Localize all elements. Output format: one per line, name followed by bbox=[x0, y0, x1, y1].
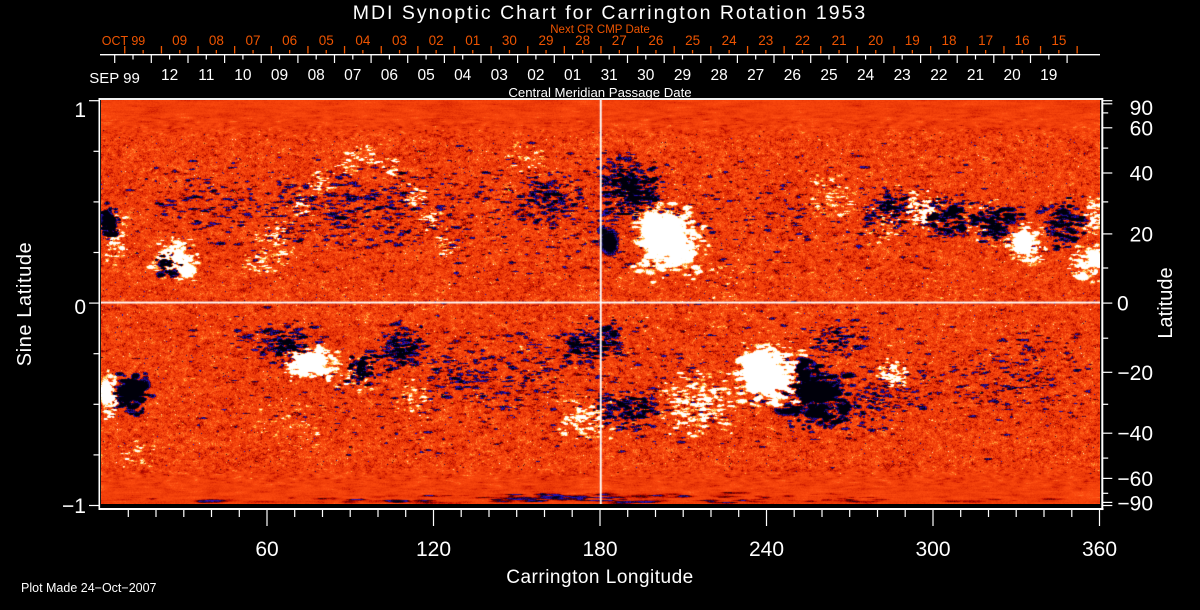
svg-text:0: 0 bbox=[1117, 293, 1129, 316]
svg-text:02: 02 bbox=[429, 33, 444, 48]
svg-text:0: 0 bbox=[74, 296, 86, 319]
svg-text:24: 24 bbox=[722, 33, 738, 48]
svg-text:04: 04 bbox=[454, 67, 472, 84]
svg-text:11: 11 bbox=[198, 67, 214, 84]
svg-text:21: 21 bbox=[832, 33, 847, 48]
svg-text:08: 08 bbox=[209, 33, 224, 48]
svg-text:04: 04 bbox=[355, 33, 371, 48]
svg-text:29: 29 bbox=[538, 33, 553, 48]
svg-text:23: 23 bbox=[758, 33, 773, 48]
svg-text:OCT 99: OCT 99 bbox=[102, 34, 146, 48]
svg-text:21: 21 bbox=[967, 67, 984, 84]
svg-text:20: 20 bbox=[868, 33, 883, 48]
svg-text:60: 60 bbox=[255, 538, 278, 561]
svg-text:29: 29 bbox=[674, 67, 691, 84]
svg-text:23: 23 bbox=[894, 67, 911, 84]
svg-text:01: 01 bbox=[465, 33, 480, 48]
svg-text:19: 19 bbox=[1040, 67, 1057, 84]
svg-text:20: 20 bbox=[1003, 67, 1021, 84]
svg-text:31: 31 bbox=[601, 67, 618, 84]
svg-text:Plot Made 24−Oct−2007: Plot Made 24−Oct−2007 bbox=[21, 581, 157, 595]
svg-text:12: 12 bbox=[161, 67, 178, 84]
svg-text:05: 05 bbox=[319, 33, 334, 48]
svg-text:25: 25 bbox=[685, 33, 700, 48]
svg-text:27: 27 bbox=[612, 33, 627, 48]
svg-text:05: 05 bbox=[417, 67, 434, 84]
svg-text:360: 360 bbox=[1082, 538, 1117, 561]
svg-text:18: 18 bbox=[941, 33, 956, 48]
svg-text:15: 15 bbox=[1051, 33, 1066, 48]
svg-text:Next CR CMP Date: Next CR CMP Date bbox=[550, 24, 649, 36]
svg-text:06: 06 bbox=[381, 67, 398, 84]
svg-text:Carrington Longitude: Carrington Longitude bbox=[506, 567, 693, 588]
svg-text:Latitude: Latitude bbox=[1155, 267, 1177, 338]
svg-text:90: 90 bbox=[1130, 97, 1153, 120]
svg-text:−90: −90 bbox=[1117, 493, 1153, 516]
svg-text:−40: −40 bbox=[1117, 423, 1153, 446]
svg-text:01: 01 bbox=[564, 67, 581, 84]
svg-text:120: 120 bbox=[416, 538, 451, 561]
svg-text:180: 180 bbox=[582, 538, 617, 561]
svg-text:28: 28 bbox=[575, 33, 590, 48]
svg-text:07: 07 bbox=[344, 67, 361, 84]
svg-text:17: 17 bbox=[978, 33, 993, 48]
svg-text:24: 24 bbox=[857, 67, 875, 84]
svg-text:28: 28 bbox=[710, 67, 727, 84]
svg-text:03: 03 bbox=[491, 67, 508, 84]
svg-text:20: 20 bbox=[1130, 223, 1153, 246]
svg-text:10: 10 bbox=[234, 67, 252, 84]
svg-text:16: 16 bbox=[1015, 33, 1030, 48]
svg-text:26: 26 bbox=[648, 33, 663, 48]
svg-text:22: 22 bbox=[930, 67, 947, 84]
svg-text:22: 22 bbox=[795, 33, 810, 48]
svg-text:240: 240 bbox=[749, 538, 784, 561]
svg-text:Central Meridian Passage Date: Central Meridian Passage Date bbox=[508, 85, 691, 100]
svg-text:19: 19 bbox=[905, 33, 920, 48]
svg-text:SEP 99: SEP 99 bbox=[89, 70, 140, 87]
svg-text:−20: −20 bbox=[1117, 362, 1153, 385]
svg-text:30: 30 bbox=[502, 33, 517, 48]
svg-text:07: 07 bbox=[245, 33, 260, 48]
svg-text:MDI Synoptic Chart for Carring: MDI Synoptic Chart for Carrington Rotati… bbox=[353, 2, 868, 24]
svg-text:−1: −1 bbox=[62, 495, 86, 518]
svg-text:Sine Latitude: Sine Latitude bbox=[14, 242, 36, 367]
svg-text:08: 08 bbox=[308, 67, 325, 84]
svg-text:27: 27 bbox=[747, 67, 764, 84]
svg-text:1: 1 bbox=[74, 99, 86, 122]
svg-text:09: 09 bbox=[172, 33, 187, 48]
svg-text:60: 60 bbox=[1130, 117, 1153, 140]
svg-text:25: 25 bbox=[820, 67, 837, 84]
svg-text:06: 06 bbox=[282, 33, 297, 48]
svg-text:−60: −60 bbox=[1117, 468, 1153, 491]
svg-text:300: 300 bbox=[915, 538, 950, 561]
svg-text:26: 26 bbox=[784, 67, 801, 84]
svg-text:09: 09 bbox=[271, 67, 288, 84]
svg-text:03: 03 bbox=[392, 33, 407, 48]
svg-text:40: 40 bbox=[1130, 163, 1153, 186]
svg-text:02: 02 bbox=[527, 67, 544, 84]
svg-text:30: 30 bbox=[637, 67, 655, 84]
